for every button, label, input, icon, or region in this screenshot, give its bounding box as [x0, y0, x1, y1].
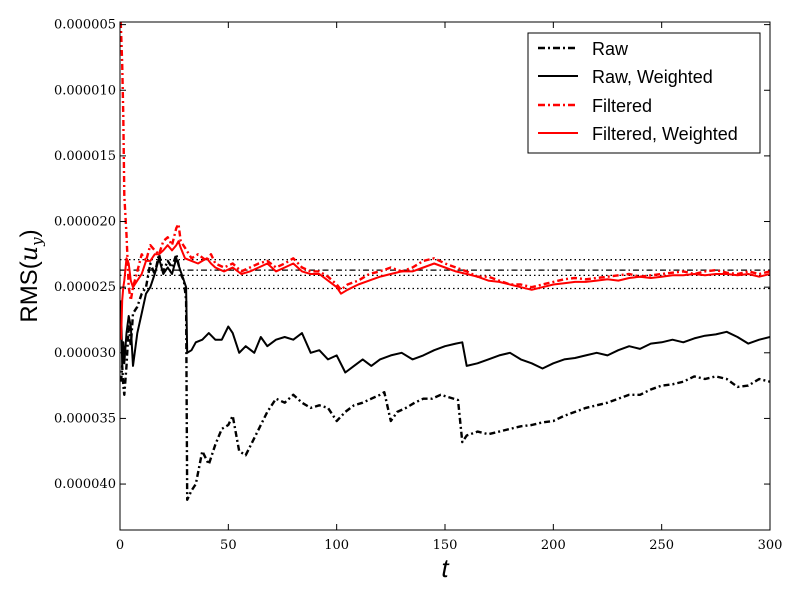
x-tick-label: 300	[758, 538, 783, 553]
y-tick-label: 0.000020	[54, 215, 116, 230]
legend-label-filtered: Filtered	[592, 96, 652, 116]
axis-ticks: 0 50 100 150 200 250 300 0.000005 0.000010 0.0000…	[54, 18, 782, 553]
legend-label-raw: Raw	[592, 39, 629, 59]
series-line-raw	[120, 253, 770, 501]
legend-label-raw-weighted: Raw, Weighted	[592, 67, 713, 87]
x-tick-label: 0	[116, 538, 124, 553]
x-tick-label: 50	[220, 538, 237, 553]
series-layer	[120, 22, 770, 501]
y-axis-title-group: RMS(uy)	[15, 229, 46, 322]
x-axis-title: t	[441, 553, 450, 583]
x-tick-label: 100	[324, 538, 349, 553]
x-tick-label: 250	[649, 538, 674, 553]
series-line-raw-weighted	[120, 257, 770, 374]
y-tick-label: 0.000015	[54, 149, 116, 164]
y-axis-title: RMS(uy)	[15, 229, 46, 322]
x-tick-label: 200	[541, 538, 566, 553]
y-tick-label: 0.000040	[54, 477, 116, 492]
legend-label-filtered-weighted: Filtered, Weighted	[592, 124, 738, 144]
legend: Raw Raw, Weighted Filtered Filtered, Wei…	[527, 32, 761, 154]
y-tick-label: 0.000005	[54, 18, 116, 33]
series-line-filtered	[120, 22, 770, 302]
y-tick-label: 0.000025	[54, 280, 116, 295]
y-tick-label: 0.000030	[54, 346, 116, 361]
y-tick-label: 0.000010	[54, 83, 116, 98]
x-tick-label: 150	[433, 538, 458, 553]
y-tick-label: 0.000035	[54, 411, 116, 426]
series-line-filtered-weighted	[120, 240, 770, 340]
